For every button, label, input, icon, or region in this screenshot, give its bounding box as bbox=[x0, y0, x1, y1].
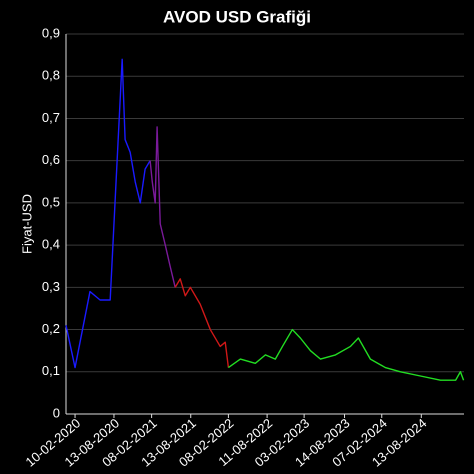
y-tick-label: 0,2 bbox=[42, 321, 60, 336]
price-line bbox=[149, 126, 176, 288]
y-tick-label: 0,3 bbox=[42, 279, 60, 294]
y-tick-label: 0,5 bbox=[42, 194, 60, 209]
y-tick-label: 0 bbox=[53, 405, 60, 420]
y-axis-label: Fiyat-USD bbox=[19, 194, 34, 254]
y-tick-label: 0,7 bbox=[42, 110, 60, 125]
y-tick-label: 0,6 bbox=[42, 152, 60, 167]
y-tick-label: 0,9 bbox=[42, 25, 60, 40]
chart-title: AVOD USD Grafiği bbox=[163, 7, 311, 26]
price-line bbox=[227, 328, 465, 381]
y-tick-label: 0,4 bbox=[42, 237, 60, 252]
price-line bbox=[174, 278, 230, 368]
price-line bbox=[65, 58, 151, 369]
y-tick-label: 0,8 bbox=[42, 68, 60, 83]
y-tick-label: 0,1 bbox=[42, 363, 60, 378]
